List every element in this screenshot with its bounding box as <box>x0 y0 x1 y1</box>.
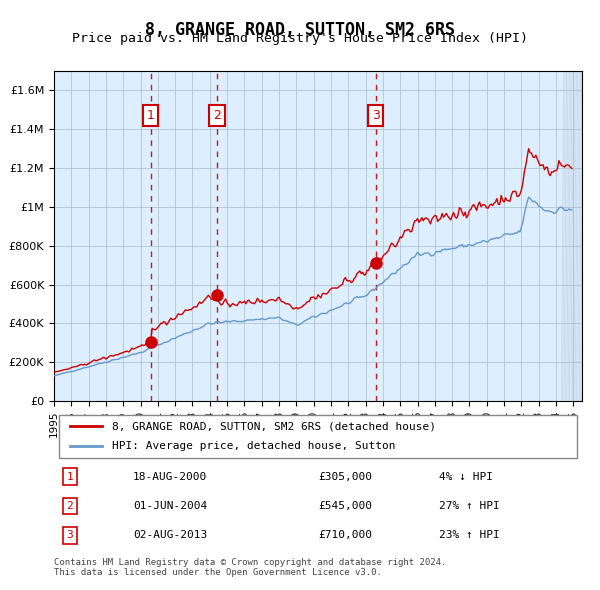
Text: 01-JUN-2004: 01-JUN-2004 <box>133 501 208 511</box>
Text: HPI: Average price, detached house, Sutton: HPI: Average price, detached house, Sutt… <box>112 441 395 451</box>
Text: Contains HM Land Registry data © Crown copyright and database right 2024.
This d: Contains HM Land Registry data © Crown c… <box>54 558 446 577</box>
Text: 8, GRANGE ROAD, SUTTON, SM2 6RS: 8, GRANGE ROAD, SUTTON, SM2 6RS <box>145 21 455 39</box>
FancyBboxPatch shape <box>59 415 577 458</box>
Text: Price paid vs. HM Land Registry's House Price Index (HPI): Price paid vs. HM Land Registry's House … <box>72 32 528 45</box>
Text: 4% ↓ HPI: 4% ↓ HPI <box>439 471 493 481</box>
Text: £545,000: £545,000 <box>318 501 372 511</box>
Text: 1: 1 <box>147 109 155 122</box>
Text: 8, GRANGE ROAD, SUTTON, SM2 6RS (detached house): 8, GRANGE ROAD, SUTTON, SM2 6RS (detache… <box>112 421 436 431</box>
Text: 1: 1 <box>67 471 73 481</box>
Text: 2: 2 <box>67 501 73 511</box>
Text: 23% ↑ HPI: 23% ↑ HPI <box>439 530 500 540</box>
Text: £305,000: £305,000 <box>318 471 372 481</box>
Text: £710,000: £710,000 <box>318 530 372 540</box>
Text: 02-AUG-2013: 02-AUG-2013 <box>133 530 208 540</box>
Text: 2: 2 <box>213 109 221 122</box>
Text: 3: 3 <box>67 530 73 540</box>
Text: 27% ↑ HPI: 27% ↑ HPI <box>439 501 500 511</box>
Text: 3: 3 <box>372 109 380 122</box>
Text: 18-AUG-2000: 18-AUG-2000 <box>133 471 208 481</box>
